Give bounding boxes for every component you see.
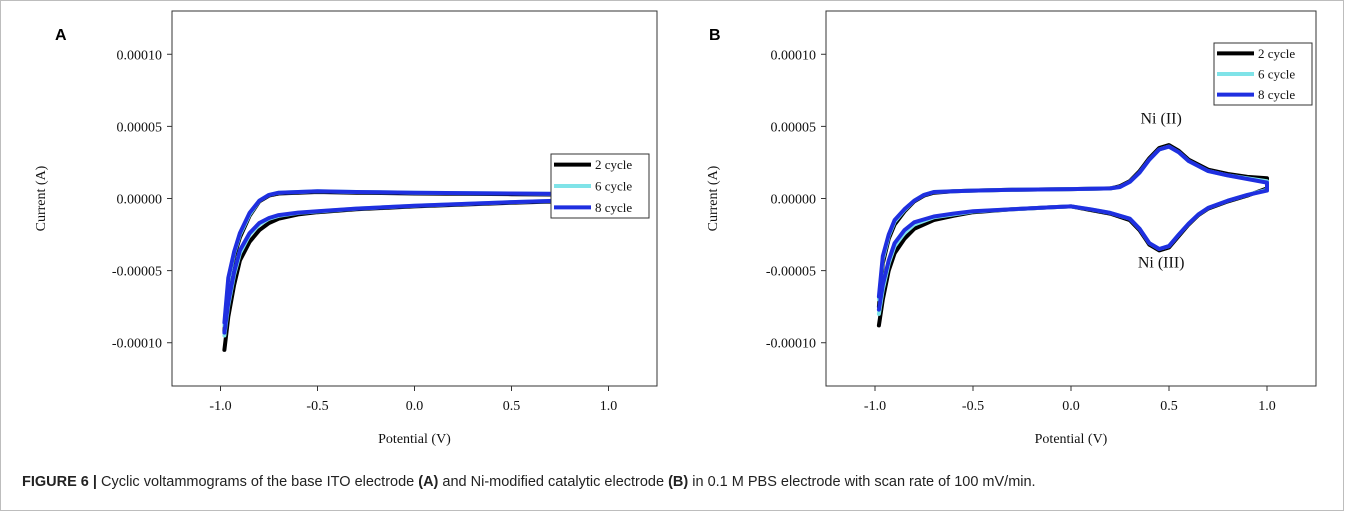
legend-entry: 2 cycle (595, 157, 632, 172)
y-tick-label: -0.00005 (112, 265, 162, 280)
caption-panel-b: (B) (668, 474, 689, 490)
caption-text-2: and Ni-modified catalytic electrode (438, 474, 669, 490)
x-tick-label: -0.5 (306, 399, 328, 414)
x-tick-label: 1.0 (1258, 399, 1276, 414)
y-tick-label: 0.00010 (117, 48, 163, 63)
x-tick-label: 0.5 (1160, 399, 1178, 414)
y-axis-label: Current (A) (706, 165, 721, 231)
figure-caption: FIGURE 6 | Cyclic voltammograms of the b… (22, 474, 1332, 490)
legend-entry: 8 cycle (1258, 87, 1295, 102)
series-line-3 (876, 144, 1269, 312)
y-tick-label: 0.00005 (117, 120, 163, 135)
caption-prefix: FIGURE 6 | (22, 474, 97, 490)
x-tick-label: 1.0 (600, 399, 618, 414)
caption-panel-a: (A) (418, 474, 439, 490)
figure-charts: A 0.00010 0.00005 0.00000 -0.00005 -0.00010 -1… (34, 10, 1317, 447)
caption-text-1: Cyclic voltammograms of the base ITO ele… (96, 474, 419, 490)
y-tick-label: -0.00005 (766, 265, 816, 280)
peak-annotation: Ni (II) (1141, 111, 1182, 128)
legend-entry: 6 cycle (1258, 67, 1295, 82)
x-tick-label: 0.0 (406, 399, 424, 414)
chart-panel-b: B 0.00010 0.00005 0.00000 -0.00005 -0.00010 -1… (706, 10, 1317, 447)
y-tick-label: 0.00005 (771, 120, 817, 135)
legend: 2 cycle 6 cycle 8 cycle (1213, 42, 1313, 106)
x-tick-label: 0.5 (503, 399, 521, 414)
x-axis-label: Potential (V) (1035, 432, 1108, 447)
y-tick-label: 0.00000 (117, 193, 163, 208)
y-tick-label: -0.00010 (112, 337, 162, 352)
legend-entry: 2 cycle (1258, 46, 1295, 61)
x-tick-label: -0.5 (962, 399, 984, 414)
x-tick-label: -1.0 (864, 399, 886, 414)
y-tick-label: -0.00010 (766, 337, 816, 352)
x-tick-label: -1.0 (209, 399, 231, 414)
chart-panel-a: A 0.00010 0.00005 0.00000 -0.00005 -0.00010 -1… (34, 10, 658, 447)
panel-letter-b: B (709, 27, 721, 44)
y-axis-label: Current (A) (34, 165, 49, 231)
x-axis-label: Potential (V) (378, 432, 451, 447)
legend-entry: 8 cycle (595, 200, 632, 215)
y-tick-label: 0.00010 (771, 48, 817, 63)
peak-annotation: Ni (III) (1138, 255, 1185, 272)
legend: 2 cycle 6 cycle 8 cycle (550, 153, 650, 219)
caption-text-3: in 0.1 M PBS electrode with scan rate of… (688, 474, 1036, 490)
y-tick-label: 0.00000 (771, 193, 817, 208)
legend-entry: 6 cycle (595, 179, 632, 194)
panel-letter-a: A (55, 27, 67, 44)
x-tick-label: 0.0 (1062, 399, 1080, 414)
